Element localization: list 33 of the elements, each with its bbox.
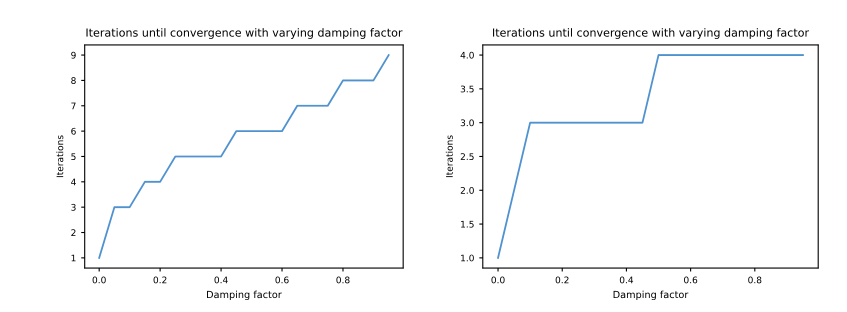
y-tick-label: 7 — [71, 102, 76, 110]
y-axis-title: Iterations — [56, 135, 64, 178]
x-tick-label: 0.0 — [92, 276, 106, 284]
x-tick-label: 0.4 — [214, 276, 228, 284]
x-axis-title: Damping factor — [614, 290, 688, 300]
y-tick-label: 4.0 — [460, 52, 474, 59]
y-tick-label: 2.5 — [460, 153, 474, 160]
y-tick-label: 6 — [71, 128, 76, 135]
y-tick-label: 1 — [72, 254, 76, 262]
y-tick-label: 2.0 — [460, 187, 474, 194]
line-series — [98, 54, 390, 259]
y-axis-title: Iterations — [446, 135, 453, 178]
y-tick-label: 3.0 — [460, 119, 474, 126]
chart-title: Iterations until convergence with varying damping factor — [86, 28, 402, 39]
y-tick-label: 9 — [71, 52, 76, 59]
y-tick-label: 1.0 — [461, 254, 474, 262]
x-tick-label: 0.2 — [154, 276, 166, 284]
y-tick-label: 5 — [71, 153, 76, 160]
x-tick-label: 0.0 — [491, 276, 505, 284]
x-tick-label: 0.8 — [748, 276, 762, 284]
y-tick-label: 8 — [71, 77, 76, 84]
y-tick-label: 1.5 — [461, 220, 474, 228]
y-tick-label: 2 — [71, 229, 76, 236]
x-axis-title: Damping factor — [207, 290, 282, 300]
x-tick-label: 0.4 — [620, 276, 634, 284]
y-tick-label: 3 — [71, 204, 76, 211]
x-tick-label: 0.6 — [275, 276, 289, 284]
x-tick-label: 0.6 — [684, 276, 698, 284]
y-tick-label: 4 — [71, 178, 76, 186]
x-tick-label: 0.8 — [336, 276, 350, 284]
chart-title: Iterations until convergence with varying damping factor — [493, 28, 810, 39]
y-tick-label: 3.5 — [460, 86, 474, 92]
x-tick-label: 0.2 — [556, 276, 569, 284]
